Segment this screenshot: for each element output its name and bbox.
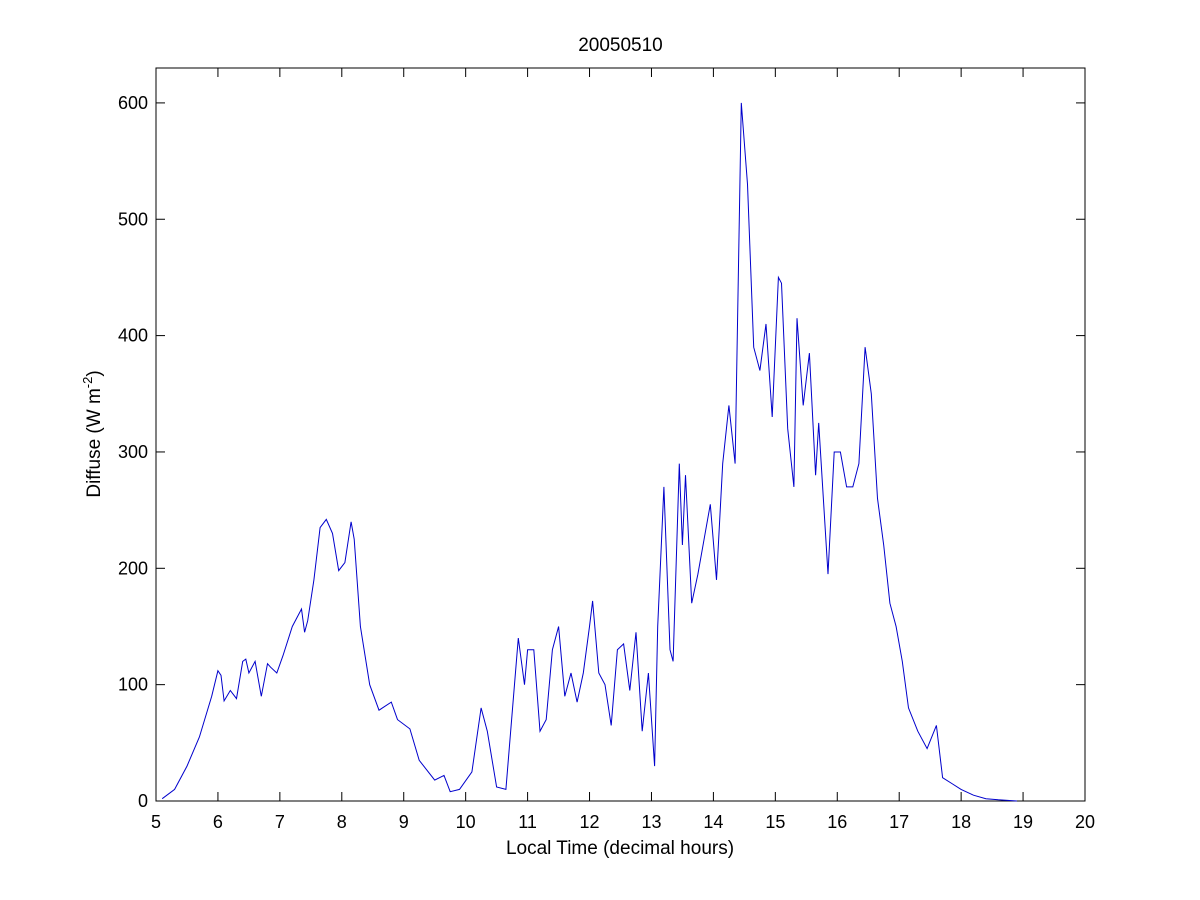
y-tick-label: 100 (118, 675, 148, 695)
y-tick-label: 200 (118, 558, 148, 578)
x-tick-label: 7 (275, 812, 285, 832)
y-tick-label: 0 (138, 791, 148, 811)
x-tick-label: 8 (337, 812, 347, 832)
y-axis-label-close: ) (84, 370, 105, 376)
chart-title: 20050510 (578, 35, 663, 56)
x-axis-tick-labels: 5 6 7 8 9 10 11 12 13 14 15 16 17 18 19 20 (151, 812, 1095, 832)
x-tick-label: 18 (951, 812, 971, 832)
x-tick-label: 20 (1075, 812, 1095, 832)
x-tick-label: 17 (889, 812, 909, 832)
x-tick-label: 14 (703, 812, 723, 832)
x-tick-label: 16 (827, 812, 847, 832)
plot-area-frame (155, 67, 1086, 802)
x-axis-label: Local Time (decimal hours) (506, 838, 734, 859)
x-tick-label: 12 (580, 812, 600, 832)
x-tick-label: 10 (456, 812, 476, 832)
y-tick-label: 500 (118, 209, 148, 229)
series-line-diffuse (161, 102, 1017, 802)
y-tick-label: 300 (118, 442, 148, 462)
x-tick-label: 6 (213, 812, 223, 832)
y-axis-label: Diffuse (W m-2) (80, 370, 105, 497)
y-tick-label: 400 (118, 326, 148, 346)
y-axis-label-superscript: -2 (80, 377, 95, 389)
x-tick-label: 5 (151, 812, 161, 832)
x-tick-label: 13 (641, 812, 661, 832)
x-tick-label: 11 (518, 812, 537, 832)
y-tick-label: 600 (118, 93, 148, 113)
x-tick-label: 9 (399, 812, 409, 832)
y-axis-tick-labels: 0 100 200 300 400 500 600 (118, 93, 148, 811)
x-tick-label: 15 (765, 812, 785, 832)
x-tick-label: 19 (1013, 812, 1033, 832)
y-axis-label-base: Diffuse (W m (84, 388, 105, 497)
x-axis-ticks (155, 68, 1086, 801)
y-axis-ticks (156, 102, 1085, 802)
